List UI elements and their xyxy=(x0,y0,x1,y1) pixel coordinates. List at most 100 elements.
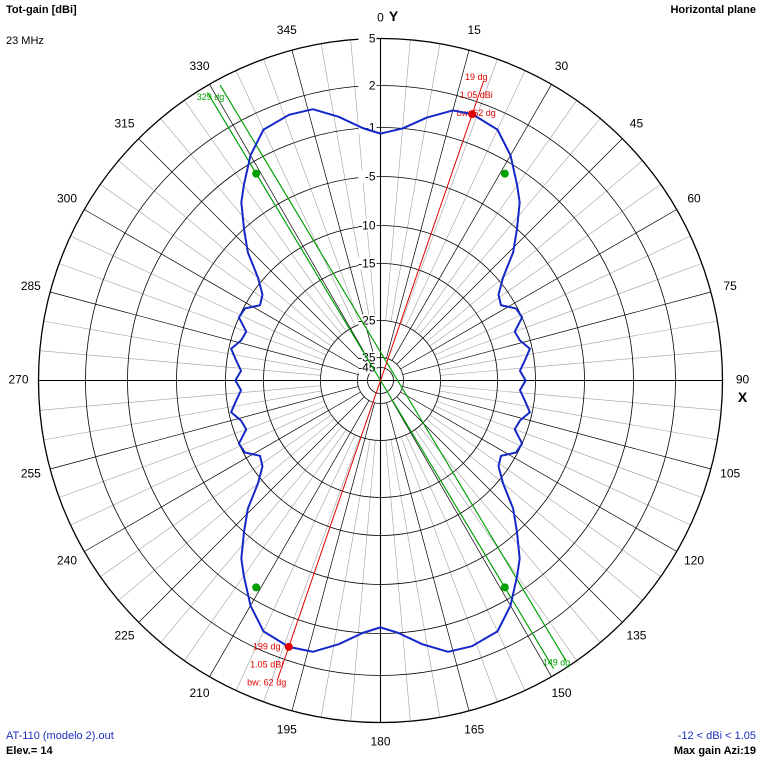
major-spoke xyxy=(138,138,365,365)
minor-spoke xyxy=(39,350,321,376)
minor-spoke xyxy=(426,160,643,343)
beamwidth-point xyxy=(500,169,509,178)
angle-tick-label: 150 xyxy=(551,686,571,700)
max-gain-point xyxy=(468,110,477,119)
beamwidth-line xyxy=(219,84,567,661)
angle-tick-label: 105 xyxy=(720,466,740,480)
beamwidth-label: 149 dg xyxy=(543,658,571,668)
gain-pattern-line xyxy=(230,108,531,653)
minor-spoke xyxy=(350,440,376,722)
minor-spoke xyxy=(235,70,356,327)
minor-spoke xyxy=(70,405,327,526)
major-spoke xyxy=(396,138,623,365)
max-gain-point xyxy=(284,642,293,651)
minor-spoke xyxy=(440,350,722,376)
max-gain-label: bw: 62 dg xyxy=(457,108,496,118)
minor-spoke xyxy=(418,426,601,643)
major-spoke xyxy=(391,84,552,361)
major-spoke xyxy=(138,396,365,623)
minor-spoke xyxy=(439,390,718,441)
max-gain-label: 1.05 dBi xyxy=(460,90,493,100)
max-gain-label: Max gain Azi:19 xyxy=(673,745,756,757)
angle-tick-label: 270 xyxy=(8,373,28,387)
minor-spoke xyxy=(59,263,325,361)
angle-tick-label: 345 xyxy=(277,23,297,37)
minor-spoke xyxy=(184,429,347,661)
radial-tick-bg xyxy=(358,32,377,45)
max-gain-line xyxy=(276,80,485,681)
radial-tick-label: -15 xyxy=(358,257,376,271)
radial-tick-label: -25 xyxy=(358,314,376,328)
angle-tick-label: 75 xyxy=(723,279,737,293)
angle-tick-label: 210 xyxy=(189,686,209,700)
angle-tick-label: 90 xyxy=(736,373,750,387)
angle-tick-label: 240 xyxy=(57,554,77,568)
radial-tick-label: -1 xyxy=(365,121,376,135)
angle-tick-label: 0 xyxy=(377,11,384,25)
minor-spoke xyxy=(400,436,498,702)
beamwidth-point xyxy=(500,583,509,592)
angle-tick-label: 330 xyxy=(189,59,209,73)
major-spoke xyxy=(291,402,375,711)
angle-tick-label: 15 xyxy=(468,23,482,37)
beamwidth-point xyxy=(252,583,261,592)
minor-spoke xyxy=(118,160,335,343)
max-gain-label: 19 dg xyxy=(465,72,488,82)
chart-title: Tot-gain [dBi] xyxy=(6,4,77,16)
minor-spoke xyxy=(439,320,718,371)
minor-spoke xyxy=(436,400,702,498)
radial-tick-label: 5 xyxy=(369,32,376,46)
major-spoke xyxy=(400,209,677,370)
radial-tick-bg xyxy=(358,170,377,183)
angle-tick-label: 180 xyxy=(370,735,390,749)
angle-tick-label: 45 xyxy=(630,117,644,131)
minor-spoke xyxy=(235,434,356,691)
elevation-label: Elev.= 14 xyxy=(6,745,53,757)
major-spoke xyxy=(209,400,370,677)
minor-spoke xyxy=(414,429,577,661)
y-axis-label: Y xyxy=(389,8,399,24)
minor-spoke xyxy=(100,414,332,577)
angle-tick-label: 135 xyxy=(626,629,646,643)
major-spoke xyxy=(386,402,470,711)
radial-tick-bg xyxy=(358,79,377,92)
major-spoke xyxy=(50,386,359,470)
major-spoke xyxy=(402,291,711,375)
gain-range-label: -12 < dBi < 1.05 xyxy=(677,730,756,742)
minor-spoke xyxy=(440,385,722,411)
radial-tick-bg xyxy=(358,361,377,374)
radial-tick-label: -5 xyxy=(365,170,376,184)
angle-tick-label: 195 xyxy=(277,722,297,736)
angle-tick-label: 285 xyxy=(21,279,41,293)
beamwidth-point xyxy=(252,169,261,178)
minor-spoke xyxy=(43,390,322,441)
radial-tick-bg xyxy=(358,351,377,364)
max-gain-label: 199 dg xyxy=(253,642,281,652)
major-spoke xyxy=(402,386,711,470)
angle-tick-label: 120 xyxy=(684,554,704,568)
angle-tick-label: 255 xyxy=(21,466,41,480)
minor-spoke xyxy=(160,426,343,643)
major-spoke xyxy=(50,291,359,375)
major-spoke xyxy=(400,391,677,552)
major-spoke xyxy=(84,391,361,552)
minor-spoke xyxy=(43,320,322,371)
minor-spoke xyxy=(184,100,347,332)
radial-tick-label: 2 xyxy=(369,79,376,93)
x-axis-label: X xyxy=(738,389,748,405)
max-gain-label: 1.05 dBi xyxy=(250,660,283,670)
angle-tick-label: 315 xyxy=(115,117,135,131)
radial-tick-label: -45 xyxy=(358,361,376,375)
minor-spoke xyxy=(390,439,441,718)
major-spoke xyxy=(396,396,623,623)
minor-spoke xyxy=(385,440,411,722)
major-spoke xyxy=(84,209,361,370)
major-spoke xyxy=(386,50,470,359)
minor-spoke xyxy=(429,414,661,577)
plane-label: Horizontal plane xyxy=(670,4,756,16)
major-spoke xyxy=(209,84,370,361)
minor-spoke xyxy=(100,184,332,347)
angle-tick-label: 300 xyxy=(57,192,77,206)
minor-spoke xyxy=(160,118,343,335)
